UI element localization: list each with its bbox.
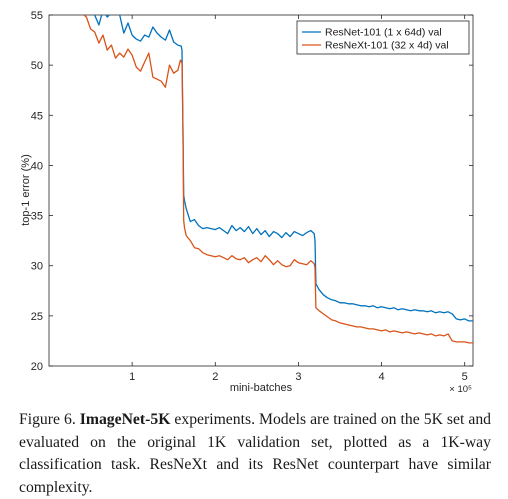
x-tick-label: 4 — [378, 371, 384, 383]
legend-label-resnext: ResNeXt-101 (32 x 4d) val — [325, 40, 449, 52]
y-tick-label: 40 — [31, 160, 43, 172]
x-tick-label: 1 — [129, 371, 135, 383]
y-tick-label: 30 — [31, 261, 43, 273]
y-axis-label: top-1 error (%) — [20, 154, 32, 226]
caption-title: ImageNet-5K — [79, 411, 171, 428]
y-tick-label: 50 — [31, 60, 43, 72]
x-tick-label: 3 — [295, 371, 301, 383]
x-axis-label: mini-batches — [230, 382, 293, 394]
y-tick-label: 20 — [31, 361, 43, 373]
plot-area — [48, 14, 474, 367]
caption-figure-label: Figure 6. — [19, 411, 76, 428]
y-tick-label: 45 — [31, 110, 43, 122]
series-layer — [83, 15, 473, 344]
y-tick-label: 25 — [31, 311, 43, 323]
y-tick-label: 55 — [31, 10, 43, 22]
figure-caption: Figure 6. ImageNet-5K experiments. Model… — [19, 409, 491, 499]
series-line-resnext — [83, 15, 473, 344]
series-line-resnet — [94, 15, 473, 322]
legend-label-resnet: ResNet-101 (1 x 64d) val — [325, 27, 442, 39]
caption-body: experiments. Models are trained on the 5… — [19, 411, 492, 496]
x-tick-label: 2 — [212, 371, 218, 383]
legend: ResNet-101 (1 x 64d) val ResNeXt-101 (32… — [296, 20, 470, 55]
y-tick-label: 35 — [31, 211, 43, 223]
x-axis-exponent: × 10⁵ — [449, 384, 472, 395]
legend-box — [296, 20, 470, 55]
x-tick-label: 5 — [462, 371, 468, 383]
line-chart: 1 2 3 4 5 20 25 30 35 40 45 50 55 mini-batches top-1… — [20, 10, 474, 395]
